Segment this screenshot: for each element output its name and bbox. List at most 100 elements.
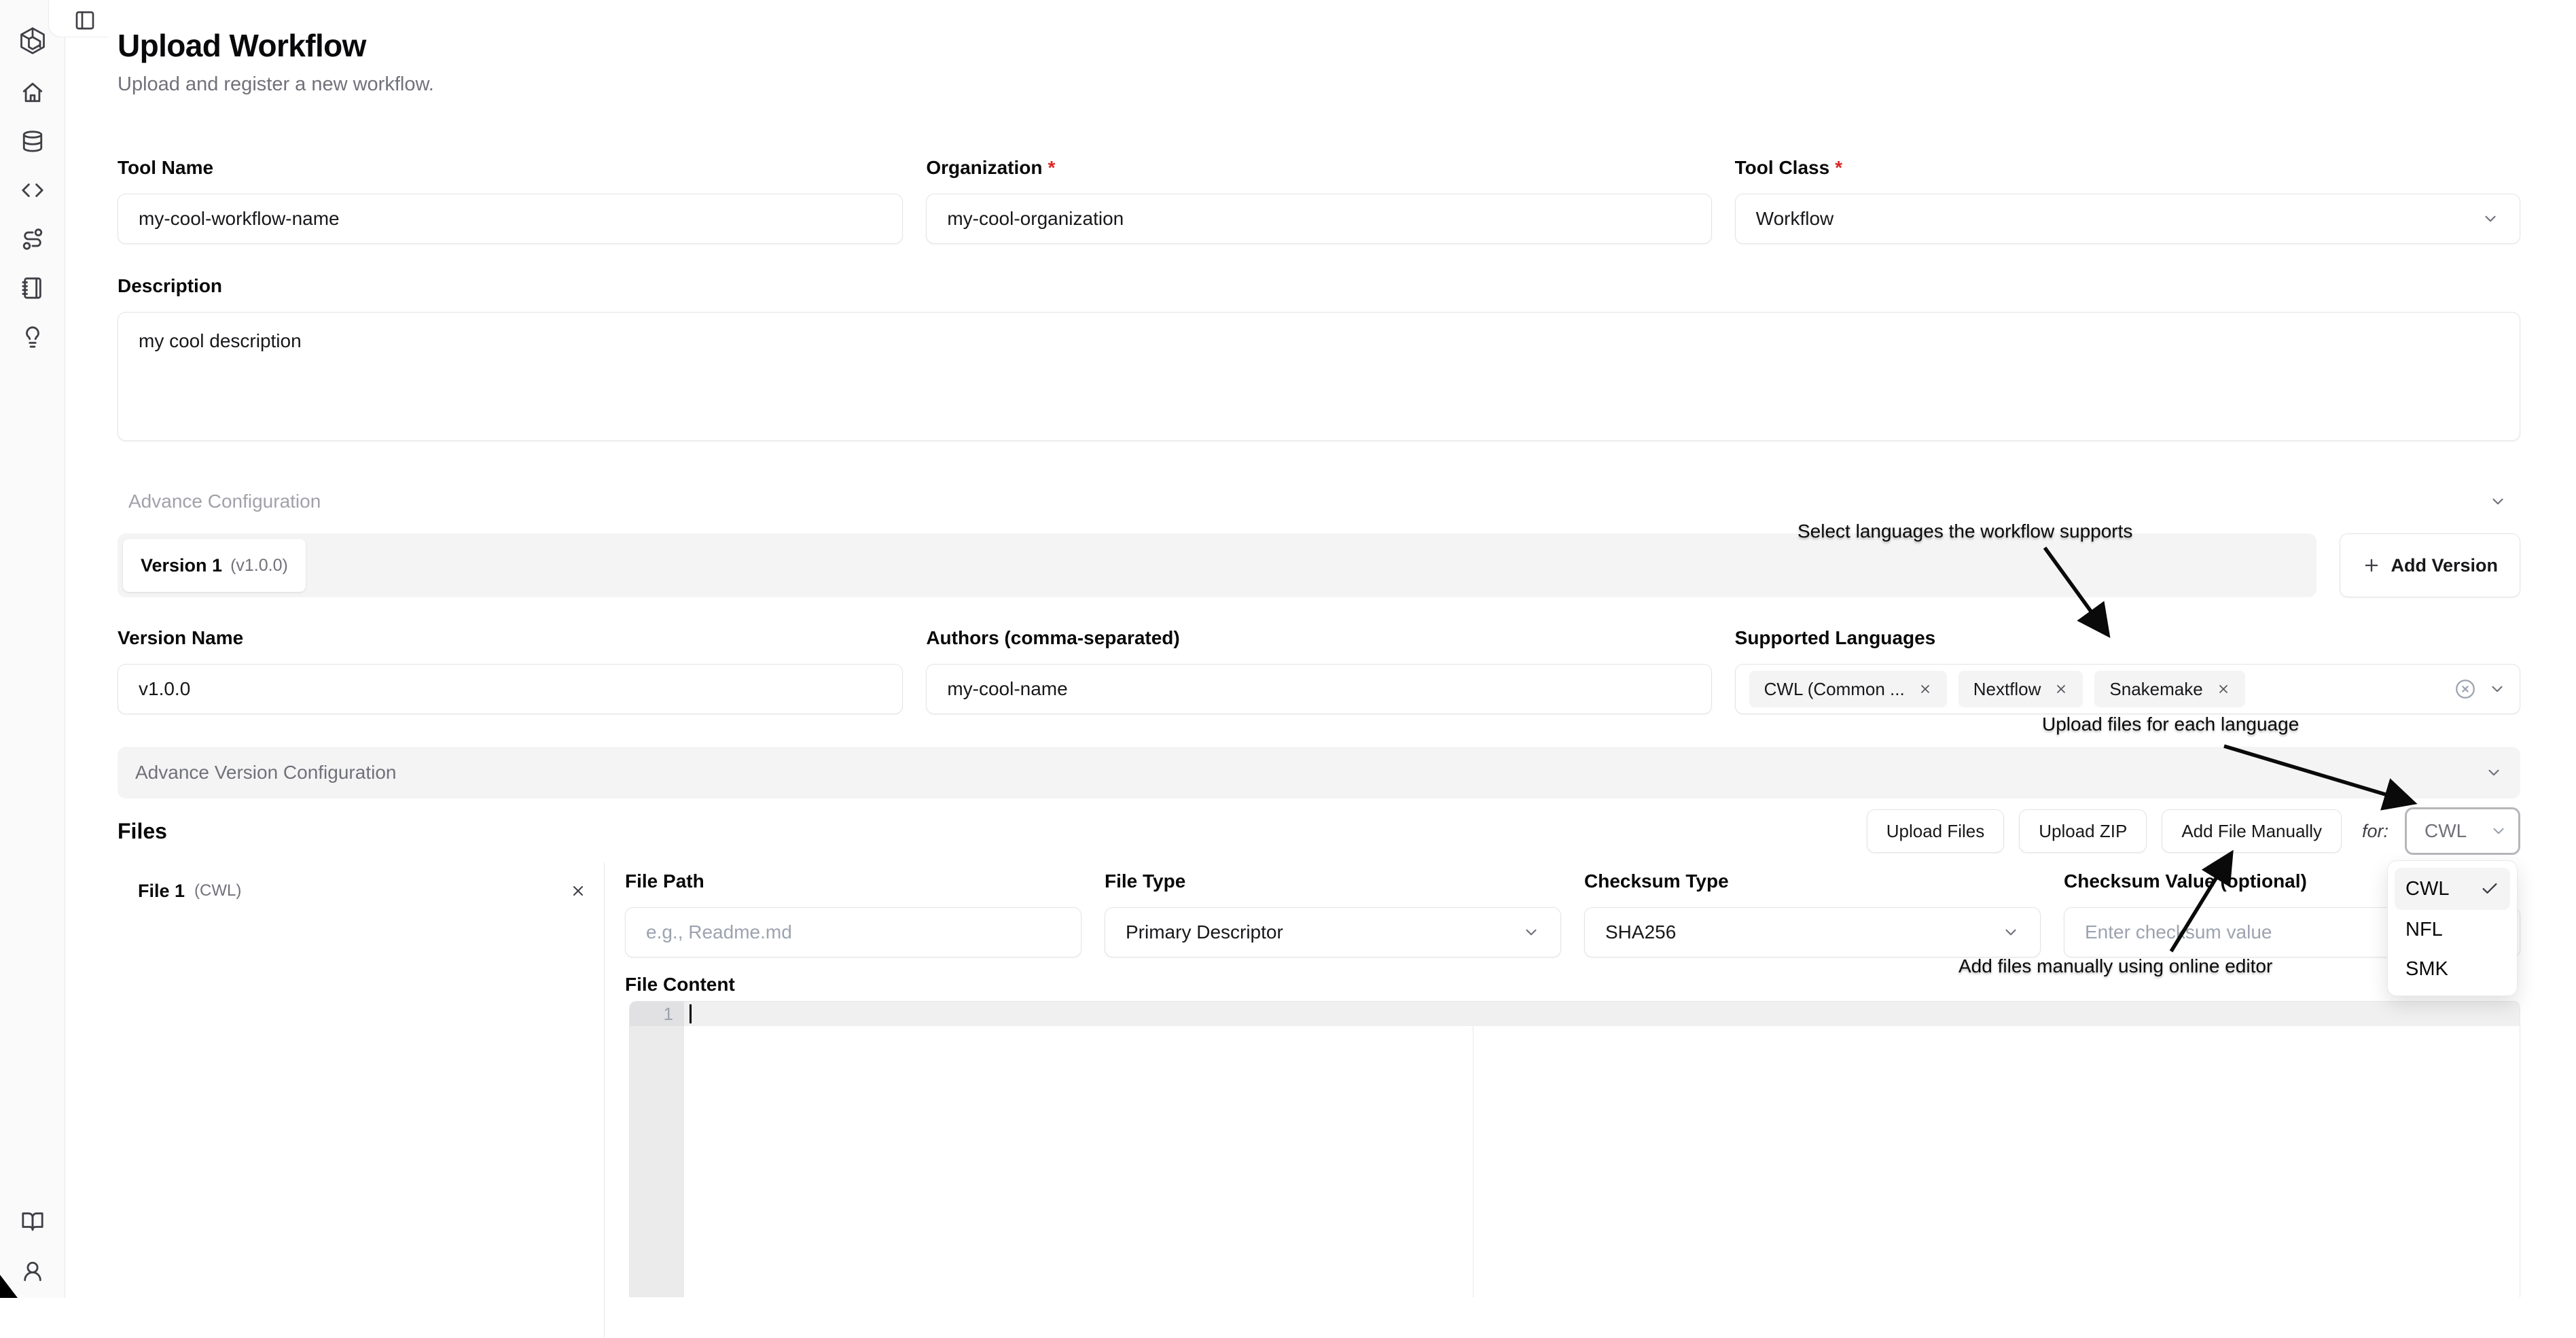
sidebar-item-docs[interactable] <box>21 1210 44 1233</box>
file-content-editor[interactable]: 1 <box>629 1001 2520 1297</box>
file-path-label: File Path <box>625 870 704 892</box>
main-content: Upload Workflow Upload and register a ne… <box>65 0 2576 1338</box>
supported-languages-label: Supported Languages <box>1734 627 1936 648</box>
app-logo-icon[interactable] <box>18 26 48 59</box>
chevron-down-icon <box>2005 929 2016 936</box>
language-tag-snakemake: Snakemake <box>2094 671 2245 707</box>
editor-text-cursor <box>690 1004 692 1023</box>
supported-languages-field[interactable]: CWL (Common ... Nextflow Snakemake <box>1734 664 2520 714</box>
dropdown-option-smk[interactable]: SMK <box>2405 957 2448 980</box>
checksum-type-label: Checksum Type <box>1584 870 1729 892</box>
version-tabs-bar: Version 1 (v1.0.0) <box>118 533 2317 597</box>
dropdown-option-nfl[interactable]: NFL <box>2405 918 2443 940</box>
check-icon <box>2482 883 2497 894</box>
chevron-down-icon <box>2488 769 2499 776</box>
sidebar-toggle-button[interactable] <box>69 5 101 35</box>
tool-name-input[interactable] <box>118 194 904 244</box>
file-language-dropdown-menu: CWL NFL SMK <box>2387 860 2518 996</box>
file-list-panel: File 1 (CWL) <box>118 862 605 1338</box>
add-file-manually-button[interactable]: Add File Manually <box>2162 809 2342 853</box>
description-label: Description <box>118 275 223 296</box>
advance-version-configuration-label: Advance Version Configuration <box>135 762 397 783</box>
file-path-input[interactable] <box>625 907 1081 957</box>
file-type-select[interactable]: Primary Descriptor <box>1105 907 1561 957</box>
files-body: File 1 (CWL) File Path File Type Primary… <box>118 862 2520 1338</box>
form-row-1: Tool Name Organization* Tool Class* Work… <box>118 157 2520 244</box>
close-icon <box>573 886 583 896</box>
chevron-down-icon <box>2493 828 2504 834</box>
dropdown-option-cwl[interactable]: CWL <box>2395 868 2510 910</box>
chevron-down-icon <box>2492 686 2503 692</box>
authors-input[interactable] <box>926 664 1712 714</box>
sidebar <box>0 0 65 1298</box>
page-title: Upload Workflow <box>118 28 366 63</box>
sidebar-item-ideas[interactable] <box>21 325 44 349</box>
file-type-label: File Type <box>1105 870 1186 892</box>
version-tabs-row: Version 1 (v1.0.0) Add Version <box>118 533 2520 597</box>
sidebar-notch <box>49 0 109 37</box>
organization-label: Organization * <box>926 157 1056 178</box>
description-textarea[interactable]: my cool description <box>118 312 2520 441</box>
chevron-down-icon <box>1526 929 1537 936</box>
tool-name-label: Tool Name <box>118 157 214 178</box>
language-tag-cwl: CWL (Common ... <box>1749 671 1947 707</box>
sidebar-item-workflows[interactable] <box>21 228 44 251</box>
files-heading: Files <box>118 818 167 843</box>
editor-gutter <box>630 1002 684 1297</box>
file-tab-name: File 1 <box>138 880 185 901</box>
tool-class-label: Tool Class * <box>1734 157 1843 178</box>
authors-label: Authors (comma-separated) <box>926 627 1180 648</box>
upload-zip-button[interactable]: Upload ZIP <box>2019 809 2147 853</box>
remove-tag-icon[interactable] <box>1918 682 1932 696</box>
for-label: for: <box>2361 820 2389 841</box>
language-tag-nextflow: Nextflow <box>1958 671 2083 707</box>
file-tab-language: (CWL) <box>194 881 242 900</box>
file-language-select[interactable]: CWL <box>2405 807 2520 855</box>
sidebar-item-account[interactable] <box>21 1260 44 1283</box>
file-detail-panel: File Path File Type Primary Descriptor C… <box>605 862 2520 1338</box>
file-tab-1[interactable]: File 1 (CWL) <box>138 872 586 910</box>
sidebar-item-code[interactable] <box>21 179 44 202</box>
editor-line-number: 1 <box>630 1002 684 1026</box>
checksum-type-value: SHA256 <box>1605 921 1677 943</box>
annotation-select-languages: Select languages the workflow supports <box>1797 521 2133 542</box>
required-asterisk: * <box>1835 157 1843 178</box>
file-content-label: File Content <box>625 974 735 995</box>
chevron-down-icon <box>2492 498 2503 505</box>
version-tab-1[interactable]: Version 1 (v1.0.0) <box>123 539 306 592</box>
organization-input[interactable] <box>926 194 1712 244</box>
remove-tag-icon[interactable] <box>2217 682 2230 696</box>
files-header: Files Upload Files Upload ZIP Add File M… <box>118 807 2520 855</box>
checksum-type-select[interactable]: SHA256 <box>1584 907 2041 957</box>
version-tab-name: Version 1 <box>141 554 223 576</box>
upload-files-button[interactable]: Upload Files <box>1866 809 2005 853</box>
add-version-button[interactable]: Add Version <box>2340 533 2520 597</box>
version-name-label: Version Name <box>118 627 244 648</box>
advance-configuration-toggle[interactable]: Advance Configuration <box>118 475 2520 528</box>
annotation-upload-files: Upload files for each language <box>2042 714 2300 735</box>
languages-dropdown-button[interactable] <box>2488 680 2506 698</box>
remove-tag-icon[interactable] <box>2054 682 2068 696</box>
page-subtitle: Upload and register a new workflow. <box>118 73 434 95</box>
version-name-input[interactable] <box>118 664 904 714</box>
clear-all-languages-button[interactable] <box>2454 677 2477 701</box>
sidebar-item-database[interactable] <box>21 130 44 153</box>
chevron-down-icon <box>2485 215 2496 222</box>
remove-file-button[interactable] <box>570 883 586 899</box>
form-row-2: Version Name Authors (comma-separated) S… <box>118 627 2520 714</box>
editor-active-line <box>684 1002 2520 1026</box>
tool-class-value: Workflow <box>1755 208 1834 229</box>
panel-left-icon <box>75 11 94 30</box>
advance-version-configuration-toggle[interactable]: Advance Version Configuration <box>118 747 2520 798</box>
circle-x-icon <box>2456 680 2475 699</box>
sidebar-item-notebook[interactable] <box>21 277 44 300</box>
annotation-add-manually: Add files manually using online editor <box>1958 955 2273 976</box>
tool-class-select[interactable]: Workflow <box>1734 194 2520 244</box>
advance-configuration-label: Advance Configuration <box>128 491 321 512</box>
file-language-value: CWL <box>2425 820 2467 841</box>
version-tab-version: (v1.0.0) <box>230 555 288 575</box>
sidebar-item-home[interactable] <box>21 81 44 104</box>
required-asterisk: * <box>1048 157 1056 178</box>
plus-icon <box>2365 559 2378 572</box>
file-type-value: Primary Descriptor <box>1126 921 1283 943</box>
